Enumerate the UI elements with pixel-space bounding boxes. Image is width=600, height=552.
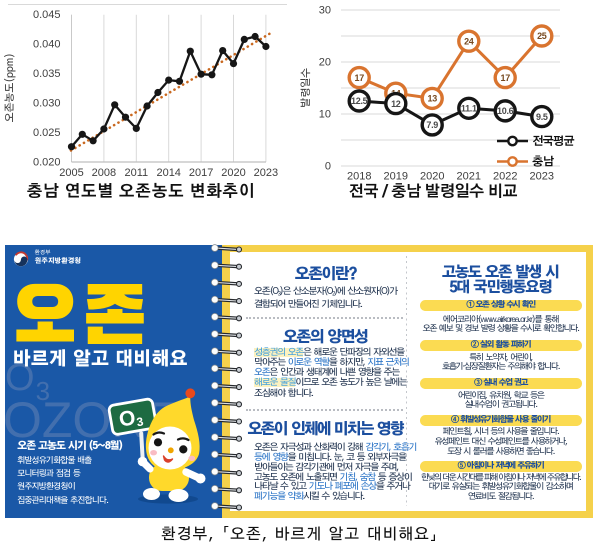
- svg-text:2019: 2019: [384, 171, 408, 183]
- svg-text:30: 30: [319, 5, 331, 17]
- svg-text:0.030: 0.030: [33, 98, 61, 110]
- svg-text:전국평균: 전국평균: [532, 135, 574, 148]
- svg-text:17: 17: [500, 73, 510, 83]
- svg-text:2020: 2020: [221, 167, 245, 179]
- svg-text:10.6: 10.6: [497, 106, 514, 116]
- svg-text:오존농도(ppm): 오존농도(ppm): [3, 54, 16, 123]
- svg-text:발령일수: 발령일수: [300, 68, 312, 108]
- svg-text:10: 10: [319, 109, 331, 121]
- svg-text:2014: 2014: [156, 167, 180, 179]
- svg-text:0: 0: [325, 161, 331, 173]
- svg-text:0.025: 0.025: [33, 127, 61, 139]
- svg-text:2011: 2011: [124, 167, 148, 179]
- svg-text:3: 3: [135, 414, 144, 429]
- svg-text:0.020: 0.020: [33, 157, 61, 169]
- svg-text:24: 24: [464, 36, 474, 46]
- svg-text:2005: 2005: [59, 167, 83, 179]
- svg-text:12: 12: [391, 99, 401, 109]
- svg-text:9.5: 9.5: [536, 112, 548, 122]
- svg-text:25: 25: [537, 31, 547, 41]
- svg-text:충남 연도별 오존농도 변화추이: 충남 연도별 오존농도 변화추이: [27, 183, 256, 201]
- svg-text:11.1: 11.1: [461, 103, 477, 113]
- svg-text:12.5: 12.5: [351, 96, 368, 106]
- svg-text:O: O: [117, 406, 137, 431]
- svg-text:2021: 2021: [457, 171, 481, 183]
- svg-text:17: 17: [354, 73, 364, 83]
- svg-text:20: 20: [319, 57, 331, 69]
- svg-text:2018: 2018: [347, 171, 371, 183]
- svg-text:0.045: 0.045: [33, 9, 61, 21]
- svg-text:2008: 2008: [92, 167, 116, 179]
- svg-text:전국 / 충남 발령일수 비교: 전국 / 충남 발령일수 비교: [349, 183, 518, 201]
- svg-text:2023: 2023: [530, 171, 554, 183]
- svg-text:7.9: 7.9: [426, 120, 438, 130]
- svg-text:2020: 2020: [420, 171, 444, 183]
- svg-text:0.040: 0.040: [33, 39, 61, 51]
- svg-text:충남: 충남: [532, 156, 554, 169]
- svg-text:13: 13: [427, 94, 437, 104]
- svg-text:0.035: 0.035: [33, 68, 61, 80]
- svg-text:2017: 2017: [189, 167, 213, 179]
- svg-text:2022: 2022: [493, 171, 517, 183]
- svg-text:2023: 2023: [254, 167, 278, 179]
